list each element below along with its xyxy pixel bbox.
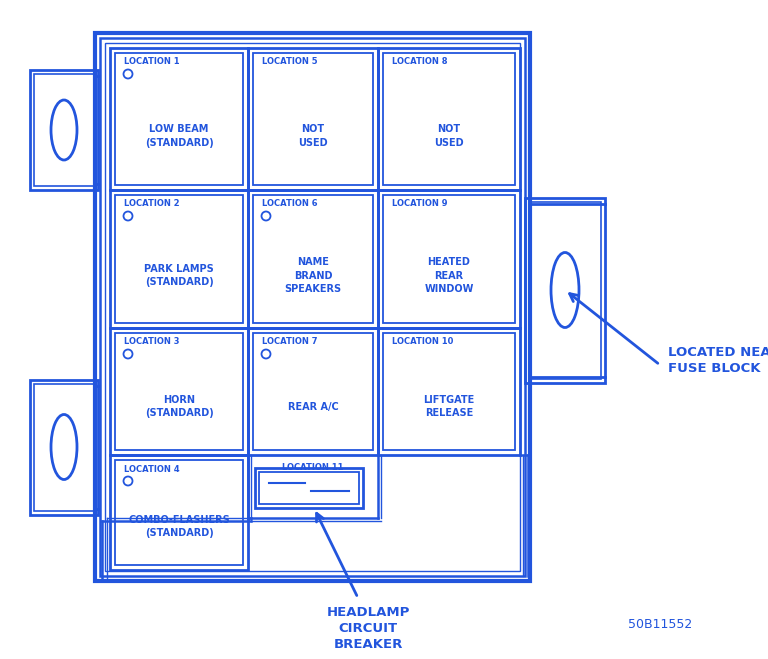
Text: LOCATION 10: LOCATION 10 xyxy=(392,337,453,347)
Bar xyxy=(34,384,94,511)
Bar xyxy=(383,53,515,185)
Text: PARK LAMPS
(STANDARD): PARK LAMPS (STANDARD) xyxy=(144,264,214,287)
Bar xyxy=(253,53,373,185)
Bar xyxy=(30,380,98,515)
Bar xyxy=(378,328,520,455)
Bar xyxy=(105,43,520,571)
Bar xyxy=(110,455,248,570)
Text: LOCATION 8: LOCATION 8 xyxy=(392,57,448,67)
Text: LOCATION 11: LOCATION 11 xyxy=(283,463,344,471)
Bar xyxy=(529,202,601,379)
Text: LOCATION 9: LOCATION 9 xyxy=(392,200,448,208)
Bar xyxy=(253,333,373,450)
Bar xyxy=(115,333,243,450)
Bar xyxy=(255,468,363,508)
Text: LOCATION 4: LOCATION 4 xyxy=(124,465,180,474)
Text: LOCATION 2: LOCATION 2 xyxy=(124,200,180,208)
Bar xyxy=(34,74,94,186)
Text: NOT
USED: NOT USED xyxy=(434,125,464,148)
Text: REAR A/C: REAR A/C xyxy=(288,402,339,412)
Bar xyxy=(115,53,243,185)
Bar xyxy=(259,472,359,504)
Bar xyxy=(253,195,373,323)
Text: LOCATION 3: LOCATION 3 xyxy=(124,337,180,347)
Bar xyxy=(95,33,530,581)
Bar xyxy=(378,48,520,190)
Text: LIFTGATE
RELEASE: LIFTGATE RELEASE xyxy=(423,395,475,418)
Text: LOCATION 6: LOCATION 6 xyxy=(262,200,318,208)
Text: LOCATION 7: LOCATION 7 xyxy=(262,337,317,347)
Bar xyxy=(110,48,248,190)
Text: HORN
(STANDARD): HORN (STANDARD) xyxy=(144,395,214,418)
Bar xyxy=(383,333,515,450)
Text: LOCATION 1: LOCATION 1 xyxy=(124,57,180,67)
Bar xyxy=(110,190,248,328)
Text: NOT
USED: NOT USED xyxy=(298,125,328,148)
Text: COMBO-FLASHERS
(STANDARD): COMBO-FLASHERS (STANDARD) xyxy=(128,515,230,538)
Text: HEATED
REAR
WINDOW: HEATED REAR WINDOW xyxy=(424,258,474,294)
Text: 50B11552: 50B11552 xyxy=(628,619,692,631)
Bar xyxy=(30,70,98,190)
Text: LOCATED NEAR
FUSE BLOCK: LOCATED NEAR FUSE BLOCK xyxy=(668,345,768,374)
Bar xyxy=(248,48,378,190)
Bar xyxy=(378,190,520,328)
Text: LOW BEAM
(STANDARD): LOW BEAM (STANDARD) xyxy=(144,125,214,148)
Text: HEADLAMP
CIRCUIT
BREAKER: HEADLAMP CIRCUIT BREAKER xyxy=(326,606,409,651)
Bar xyxy=(115,195,243,323)
Bar xyxy=(115,460,243,565)
Bar xyxy=(525,198,605,383)
Bar xyxy=(248,190,378,328)
Bar xyxy=(110,328,248,455)
Bar xyxy=(383,195,515,323)
Text: NAME
BRAND
SPEAKERS: NAME BRAND SPEAKERS xyxy=(284,258,342,294)
Bar xyxy=(100,38,525,576)
Text: LOCATION 5: LOCATION 5 xyxy=(262,57,318,67)
Bar xyxy=(248,328,378,455)
